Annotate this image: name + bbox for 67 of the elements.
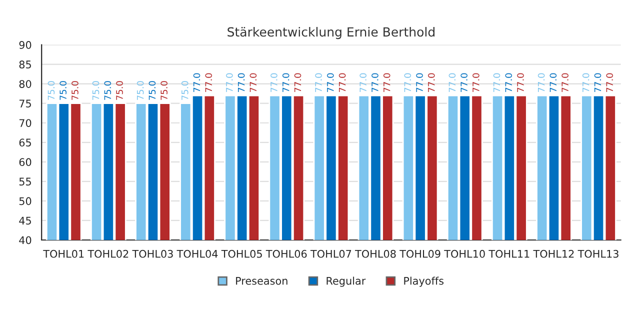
data-label: 75.0 (72, 81, 78, 100)
data-label: 77.0 (338, 73, 346, 92)
data-label: 75.0 (136, 81, 144, 100)
data-label: 75.0 (160, 81, 168, 100)
data-label: 77.0 (582, 73, 590, 92)
data-label: 77.0 (448, 73, 456, 92)
y-tick-label: 60 (19, 158, 32, 166)
data-label: 77.0 (416, 73, 423, 92)
x-tick-label: TOHL06 (266, 250, 307, 258)
y-tick-label: 65 (19, 138, 31, 147)
x-tick-label: TOHL01 (43, 250, 84, 258)
data-label: 77.0 (383, 73, 390, 92)
legend-label: Preseason (236, 277, 288, 285)
x-tick-label: TOHL03 (132, 250, 173, 258)
data-label: 77.0 (428, 73, 435, 92)
data-label: 75.0 (92, 81, 100, 100)
data-label: 77.0 (238, 73, 245, 92)
data-label: 75.0 (48, 81, 55, 100)
x-tick-label: TOHL10 (444, 250, 485, 258)
data-label: 75.0 (148, 81, 156, 100)
y-tick-label: 90 (19, 41, 32, 49)
data-label: 75.0 (60, 81, 66, 100)
data-label: 75.0 (116, 81, 123, 100)
x-tick-label: TOHL02 (88, 250, 128, 258)
data-label: 77.0 (226, 73, 233, 92)
data-label: 77.0 (315, 73, 322, 92)
data-label: 77.0 (505, 73, 512, 92)
y-tick-label: 50 (19, 197, 32, 206)
x-tick-label: TOHL07 (310, 250, 352, 258)
x-tick-label: TOHL08 (354, 250, 396, 258)
data-label: 77.0 (372, 73, 378, 92)
y-tick-label: 40 (19, 236, 32, 244)
data-label: 77.0 (517, 73, 524, 92)
data-label: 77.0 (282, 73, 290, 92)
x-tick-label: TOHL11 (488, 250, 530, 258)
data-label: 77.0 (460, 73, 468, 92)
data-label: 77.0 (205, 73, 212, 92)
y-tick-label: 75 (19, 100, 31, 108)
data-label: 77.0 (270, 73, 278, 92)
data-label: 75.0 (181, 81, 188, 100)
y-tick-label: 80 (19, 80, 32, 88)
data-label: 77.0 (404, 73, 412, 92)
y-tick-label: 70 (19, 119, 32, 127)
x-tick-label: TOHL05 (221, 250, 262, 258)
data-label: 77.0 (562, 73, 568, 92)
data-label: 77.0 (472, 73, 480, 92)
data-label: 77.0 (326, 73, 334, 92)
data-label: 77.0 (606, 73, 614, 92)
data-label: 77.0 (594, 73, 602, 92)
chart-title: Stärkeentwicklung Ernie Berthold (228, 26, 434, 40)
data-label: 77.0 (193, 73, 200, 92)
data-label: 77.0 (360, 73, 366, 92)
y-tick-label: 45 (19, 216, 31, 225)
data-label: 77.0 (493, 73, 500, 92)
x-tick-label: TOHL13 (578, 250, 618, 258)
legend-label: Playoffs (404, 276, 444, 287)
y-tick-label: 85 (19, 60, 31, 68)
data-label: 77.0 (538, 73, 545, 92)
data-label: 77.0 (550, 73, 557, 92)
y-tick-label: 55 (19, 178, 31, 186)
legend-label: Regular (326, 276, 366, 287)
x-tick-label: TOHL04 (176, 250, 218, 258)
data-label: 75.0 (104, 81, 112, 100)
x-tick-label: TOHL09 (400, 250, 440, 258)
x-tick-label: TOHL12 (533, 250, 574, 258)
data-label: 77.0 (294, 73, 302, 92)
data-label: 77.0 (250, 73, 257, 92)
